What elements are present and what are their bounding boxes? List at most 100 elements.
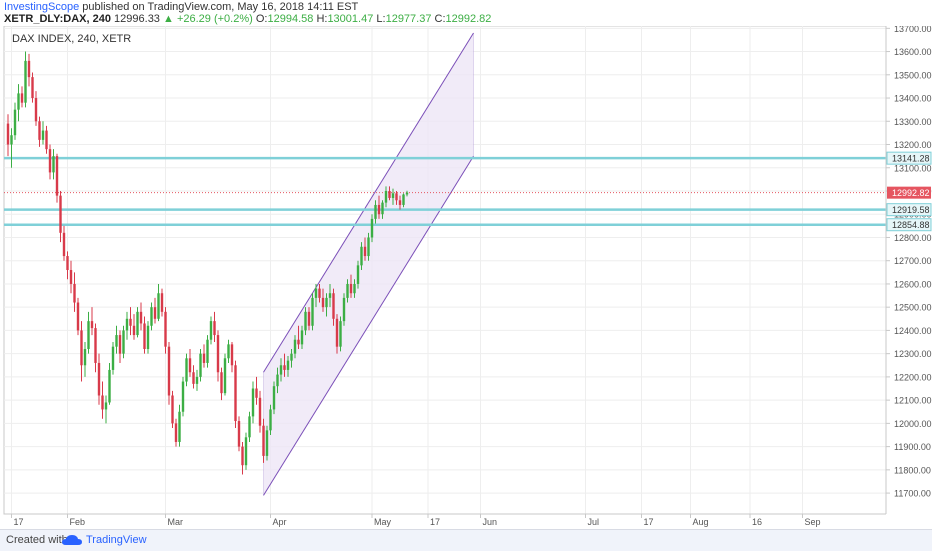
level-label: 12919.58 <box>892 205 930 215</box>
y-tick-label: 12400.00 <box>894 326 932 336</box>
open-label: O: <box>255 13 268 25</box>
close-label: C: <box>434 13 446 25</box>
x-tick-label: Apr <box>273 517 287 527</box>
candle-body <box>199 353 202 377</box>
candle-body <box>195 376 199 384</box>
publisher-link[interactable]: InvestingScope <box>4 1 80 13</box>
candle-body <box>307 311 311 326</box>
y-tick-label: 12700.00 <box>894 256 932 266</box>
y-tick-label: 13700.00 <box>894 26 932 34</box>
candle-body <box>339 321 342 347</box>
y-tick-label: 13100.00 <box>894 163 932 173</box>
y-tick-label: 13200.00 <box>894 140 932 150</box>
candle-body <box>360 246 363 266</box>
candle-body <box>10 135 13 145</box>
x-tick-label: 16 <box>752 517 762 527</box>
y-tick-label: 12500.00 <box>894 303 932 313</box>
y-tick-label: 11800.00 <box>894 465 931 475</box>
candle-body <box>237 421 241 447</box>
candle-body <box>286 360 290 370</box>
y-tick-label: 11900.00 <box>894 442 931 452</box>
symbol-label: XETR_DLY:DAX, 240 <box>4 13 111 25</box>
candle-body <box>395 193 398 201</box>
channel-lower-line <box>263 155 474 496</box>
candle-body <box>265 430 269 456</box>
candle-body <box>167 346 171 396</box>
candle-body <box>38 121 41 140</box>
candle-body <box>132 325 136 336</box>
last-price-label: 12992.82 <box>892 188 930 198</box>
tradingview-brand-link[interactable]: TradingView <box>86 534 147 546</box>
open-value: 12994.58 <box>267 13 314 25</box>
candle-body <box>209 321 213 340</box>
candle-body <box>73 283 76 303</box>
low-label: L: <box>376 13 386 25</box>
candle-body <box>139 311 143 324</box>
footer-bar: Created with TradingView <box>0 529 932 551</box>
candle-body <box>41 130 45 140</box>
candle-body <box>143 323 146 350</box>
candle-body <box>230 344 234 366</box>
candle-body <box>125 318 129 331</box>
candle-body <box>328 293 332 298</box>
level-badge <box>886 151 932 165</box>
candle-body <box>122 330 125 354</box>
candle-body <box>367 237 370 257</box>
candle-body <box>52 156 55 173</box>
candle-body <box>104 402 108 410</box>
candle-body <box>332 293 335 319</box>
y-tick-label: 12100.00 <box>894 396 932 406</box>
candle-body <box>66 256 69 270</box>
y-tick-label: 13400.00 <box>894 94 932 104</box>
candle-body <box>405 192 409 195</box>
candle-body <box>370 218 374 238</box>
cloud-logo-icon <box>62 535 82 545</box>
last-price-badge <box>887 186 931 199</box>
candle-body <box>356 265 360 284</box>
y-tick-label: 13500.00 <box>894 70 932 80</box>
candle-body <box>342 297 346 322</box>
chart-title: DAX INDEX, 240, XETR <box>12 33 131 45</box>
x-tick-label: Sep <box>805 517 821 527</box>
candle-body <box>62 232 66 257</box>
candle-body <box>164 311 167 347</box>
candle-body <box>391 193 395 198</box>
candle-body <box>174 423 178 442</box>
y-tick-label: 13600.00 <box>894 47 932 57</box>
candle-body <box>248 416 251 438</box>
channel-fill <box>263 32 474 496</box>
candle-body <box>150 307 153 326</box>
candle-body <box>227 344 230 359</box>
ohlc-line: XETR_DLY:DAX, 240 12996.33 ▲ +26.29 (+0.… <box>4 13 491 25</box>
candle-body <box>160 293 164 312</box>
candle-body <box>276 374 279 387</box>
candle-body <box>381 202 384 215</box>
x-tick-label: Aug <box>693 517 709 527</box>
x-tick-label: Mar <box>168 517 184 527</box>
candle-body <box>185 358 188 382</box>
candle-body <box>146 325 150 350</box>
level-label: 12854.88 <box>892 220 930 230</box>
candle-body <box>244 437 248 466</box>
candle-body <box>69 270 73 284</box>
price-chart[interactable]: DAX INDEX, 240, XETR 11700.00 11800.00 1190… <box>0 26 932 529</box>
candle-body <box>251 388 255 417</box>
created-with-text: Created with <box>6 534 68 546</box>
candle-body <box>262 425 265 456</box>
candle-body <box>255 388 258 398</box>
candle-body <box>335 318 339 347</box>
candle-body <box>202 353 206 363</box>
candle-body <box>17 93 20 110</box>
candle-body <box>129 318 132 326</box>
candle-body <box>314 288 318 298</box>
close-value: 12992.82 <box>445 13 492 25</box>
candle-body <box>6 123 10 145</box>
chart-header: InvestingScope published on TradingView.… <box>0 0 932 26</box>
x-tick-label: 17 <box>430 517 440 527</box>
candle-body <box>293 339 297 354</box>
candle-body <box>311 297 314 326</box>
candle-body <box>290 353 293 361</box>
candle-body <box>272 386 276 410</box>
candle-body <box>27 60 31 78</box>
y-tick-label: 12300.00 <box>894 349 932 359</box>
